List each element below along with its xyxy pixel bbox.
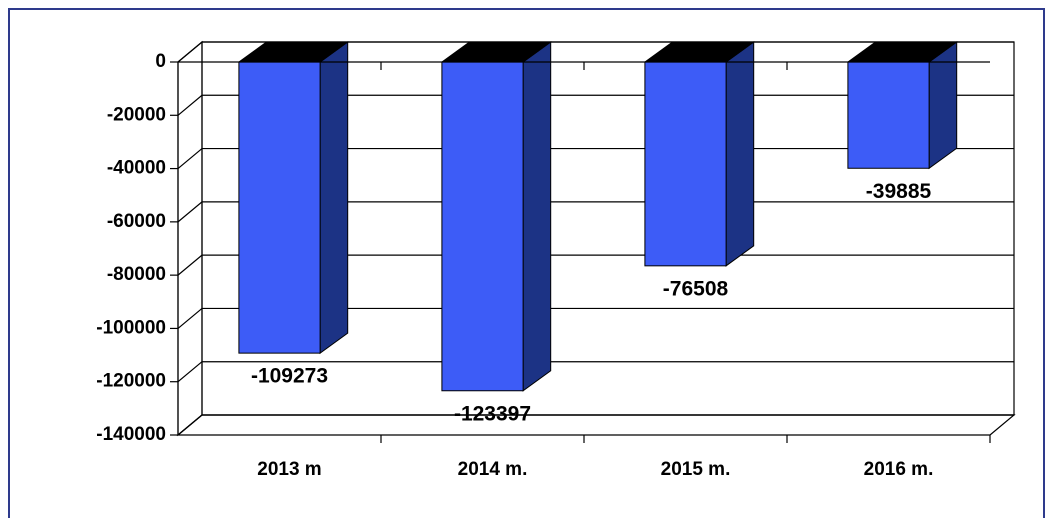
frame (8, 8, 1045, 518)
x-tick-label: 2014 m. (458, 459, 528, 480)
x-tick-label: 2013 m (257, 459, 321, 480)
bar-side (319, 41, 349, 355)
y-tick-label: -40000 (107, 158, 166, 179)
value-label: -109273 (251, 365, 328, 388)
bar (847, 61, 930, 169)
grid-line (177, 414, 1014, 436)
grid-line (177, 307, 1014, 329)
bar (441, 61, 524, 392)
grid-line (177, 361, 1014, 383)
grid-line (177, 254, 1014, 276)
x-tick-label: 2015 m. (661, 459, 731, 480)
value-label: -76508 (663, 277, 729, 300)
y-tick-label: -60000 (107, 211, 166, 232)
bar-side (928, 41, 958, 170)
x-tick-label: 2016 m. (864, 459, 934, 480)
bar-side (522, 41, 552, 392)
y-tick-label: -120000 (96, 371, 166, 392)
y-tick-label: -20000 (107, 104, 166, 125)
y-tick-label: -140000 (96, 424, 166, 445)
side-wall (177, 40, 203, 437)
y-tick-label: -100000 (96, 317, 166, 338)
bar (644, 61, 727, 267)
value-label: -39885 (866, 180, 932, 203)
y-tick-label: 0 (155, 51, 166, 72)
bar (238, 61, 321, 354)
floor (176, 414, 1016, 436)
value-label: -123397 (454, 402, 531, 425)
y-tick-label: -80000 (107, 264, 166, 285)
bar-side (725, 41, 755, 267)
